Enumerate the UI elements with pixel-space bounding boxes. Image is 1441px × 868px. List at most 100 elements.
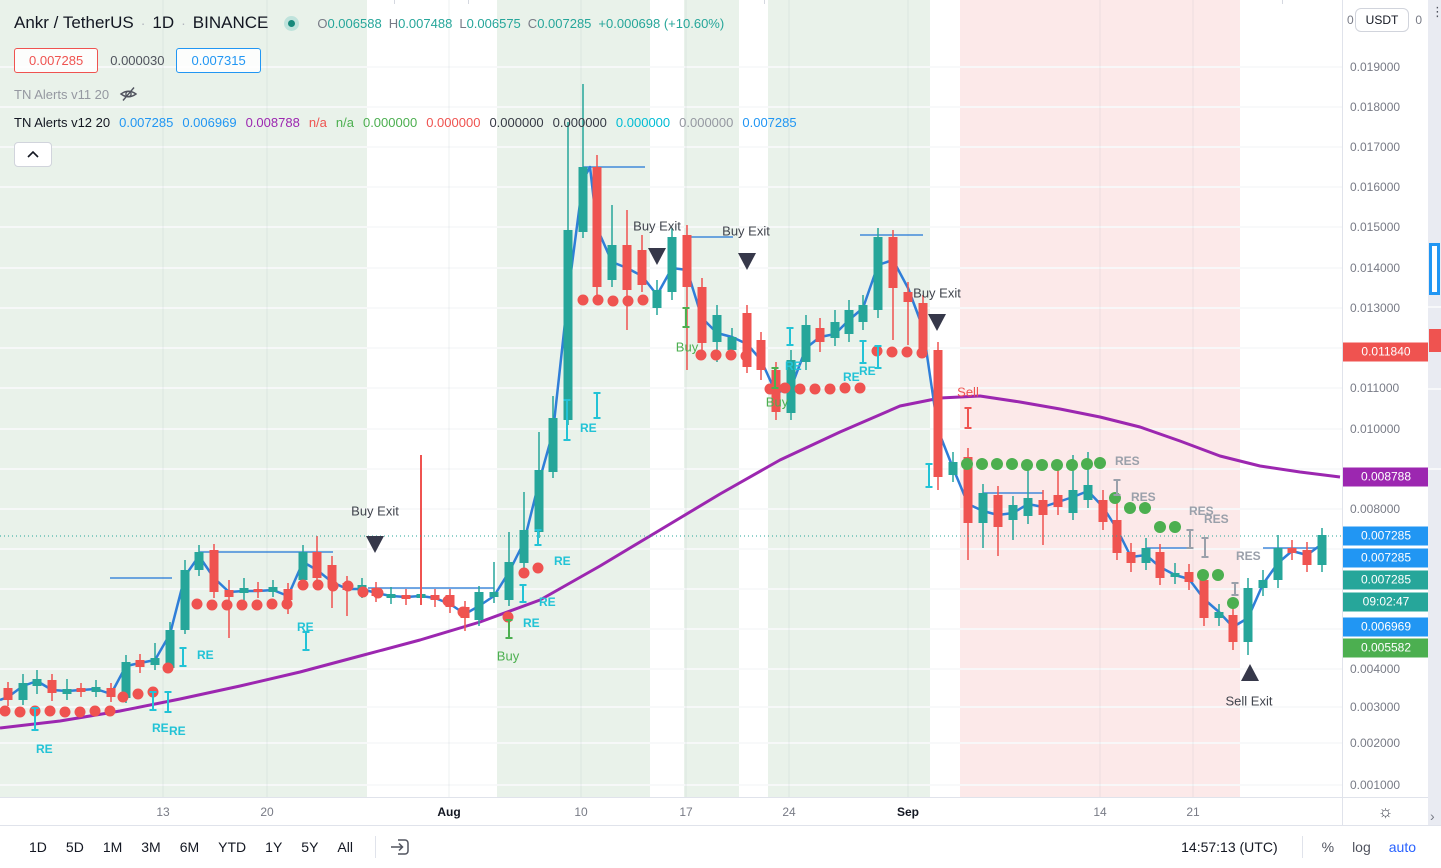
indicator-row-v12[interactable]: TN Alerts v12 20 0.007285 0.006969 0.00878… — [14, 111, 797, 133]
low-value: 0.006575 — [466, 15, 521, 31]
resistance-dot-green — [1036, 459, 1048, 471]
resistance-dot-green — [1212, 569, 1224, 581]
candle-body — [742, 313, 752, 367]
candle-body — [993, 495, 1003, 527]
indicator-row-v11[interactable]: TN Alerts v11 20 — [14, 83, 797, 105]
interval-label[interactable]: 1D — [152, 13, 175, 32]
candle-body — [165, 630, 175, 668]
candle-body — [32, 679, 42, 686]
resistance-dot-green — [1081, 458, 1093, 470]
candle-body — [62, 689, 72, 694]
candle-body — [1126, 552, 1136, 563]
re-label: RE — [859, 364, 876, 378]
stop-dot-red — [764, 383, 776, 395]
range-button-6m[interactable]: 6M — [179, 839, 200, 855]
candle-body — [1302, 550, 1312, 565]
candle-body — [933, 350, 943, 477]
time-tick: 17 — [679, 804, 693, 819]
session-clock[interactable]: 14:57:13 (UTC) — [1181, 839, 1278, 855]
chevron-right-icon[interactable]: › — [1430, 808, 1435, 824]
sell-price-button[interactable]: 0.007285 — [14, 48, 99, 73]
stop-dot-red — [342, 580, 354, 592]
price-scale-axis[interactable]: 0 USDT 0 0.019000 0.018000 0.017000 0.01600… — [1342, 0, 1429, 797]
res-label: RES — [1236, 549, 1261, 563]
percent-scale-toggle[interactable]: % — [1321, 839, 1335, 855]
separator: · — [181, 15, 186, 31]
candle-body — [756, 340, 766, 370]
exchange-logo-icon — [284, 15, 300, 31]
price-label: 0.007285 — [1343, 548, 1429, 568]
stop-dot-red — [0, 705, 11, 717]
resistance-dot-green — [961, 458, 973, 470]
eye-hidden-icon[interactable] — [119, 86, 138, 102]
resistance-dot-green — [1124, 502, 1136, 514]
candle-body — [253, 589, 263, 592]
bottom-toolbar: 1D 5D 1M 3M 6M YTD 1Y 5Y All 14:57:13 (UTC) % lo… — [0, 825, 1441, 868]
resistance-dot-green — [1227, 597, 1239, 609]
stop-dot-red — [74, 706, 86, 718]
auto-scale-toggle[interactable]: auto — [1388, 839, 1416, 855]
go-to-date-button[interactable] — [386, 833, 414, 861]
stop-dot-red — [89, 705, 101, 717]
chart-pane[interactable]: Buy Exit Buy Exit Buy Exit Buy Exit Sell Exi… — [0, 0, 1342, 797]
indicator-v12-value: n/a — [335, 114, 354, 130]
range-button-5d[interactable]: 5D — [65, 839, 84, 855]
resistance-dot-green — [1066, 459, 1078, 471]
indicator-v12-name: TN Alerts v12 20 — [14, 114, 111, 130]
high-label: H — [388, 15, 399, 31]
range-button-1y[interactable]: 1Y — [265, 839, 283, 855]
candle-body — [712, 315, 722, 342]
candle-body — [91, 687, 101, 692]
buy-exit-label: Buy Exit — [633, 219, 681, 234]
price-scale-zero-left: 0 — [1347, 13, 1354, 27]
price-label: 0.007285 — [1343, 570, 1429, 590]
stop-dot-red — [372, 587, 384, 599]
res-label: RES — [1115, 454, 1140, 468]
candle-body — [607, 245, 617, 280]
re-label: RE — [580, 421, 597, 435]
symbol-name[interactable]: Ankr / TetherUS — [14, 13, 134, 32]
candlestick-chart-canvas[interactable]: Buy Exit Buy Exit Buy Exit Buy Exit Sell Exi… — [0, 0, 1342, 797]
top-tick — [1282, 0, 1283, 4]
candle-body — [1038, 500, 1048, 515]
candle-body — [430, 595, 440, 600]
stop-dot-red — [839, 382, 851, 394]
scale-menu-icon[interactable]: ⋮ — [1431, 4, 1441, 19]
stop-dot-red — [740, 350, 752, 362]
theme-sun-icon[interactable]: ☼ — [1377, 802, 1394, 821]
price-scale-zero-right: 0 — [1415, 13, 1422, 27]
range-button-3m[interactable]: 3M — [141, 839, 161, 855]
range-button-1m[interactable]: 1M — [102, 839, 123, 855]
spread-value: 0.000030 — [110, 53, 165, 68]
resistance-dot-green — [1051, 459, 1063, 471]
candle-body — [1184, 572, 1194, 582]
candle-body — [652, 290, 662, 308]
re-label: RE — [197, 648, 214, 662]
candle-body — [1258, 580, 1268, 588]
range-button-all[interactable]: All — [337, 839, 353, 855]
indicator-v12-value: 0.007285 — [742, 114, 797, 130]
candle-body — [888, 237, 898, 288]
range-button-5y[interactable]: 5Y — [301, 839, 319, 855]
stop-dot-red — [901, 346, 913, 358]
collapse-legend-button[interactable] — [14, 142, 52, 167]
buy-price-button[interactable]: 0.007315 — [176, 48, 261, 73]
time-tick: 20 — [260, 804, 274, 819]
candle-body — [697, 287, 707, 343]
re-label: RE — [843, 370, 860, 384]
price-label: 0.008788 — [1343, 467, 1429, 487]
candle-body — [1273, 548, 1283, 580]
time-scale-axis[interactable]: ☼ 13 20 Aug 10 17 24 Sep 14 21 — [0, 797, 1428, 826]
log-scale-toggle[interactable]: log — [1352, 839, 1371, 855]
candle-body — [224, 590, 234, 597]
candle-body — [283, 589, 293, 600]
range-button-1d[interactable]: 1D — [29, 839, 47, 855]
candle-body — [667, 237, 677, 292]
currency-toggle-button[interactable]: USDT — [1355, 8, 1409, 32]
range-button-ytd[interactable]: YTD — [218, 839, 247, 855]
price-tick: 0.016000 — [1350, 180, 1401, 194]
candle-body — [121, 662, 131, 698]
price-tick: 0.001000 — [1350, 778, 1401, 792]
time-tick: Sep — [896, 804, 920, 819]
res-label: RES — [1189, 504, 1214, 518]
